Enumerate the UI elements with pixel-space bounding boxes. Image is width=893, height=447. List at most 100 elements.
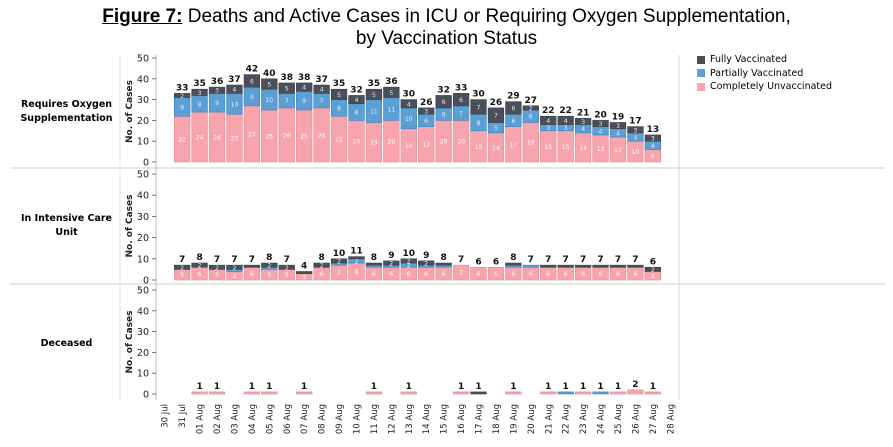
bar-total-label: 2 — [632, 380, 638, 390]
bar-total-label: 8 — [196, 253, 202, 263]
segment-value-label: 6 — [407, 271, 411, 278]
segment-value-label: 6 — [564, 271, 568, 278]
segment-value-label: 4 — [233, 87, 237, 94]
bar-total-label: 35 — [368, 79, 381, 89]
segment-value-label: 24 — [213, 135, 221, 142]
bar-segment-fully — [400, 99, 417, 109]
x-tick-label: 26 Aug — [631, 404, 641, 434]
segment-value-label: 20 — [440, 139, 448, 146]
segment-value-label: 17 — [510, 142, 518, 149]
bar-segment-unvacc — [452, 391, 470, 395]
segment-value-label: 6 — [616, 271, 620, 278]
bar-segment-fully — [348, 256, 365, 260]
bar-total-label: 7 — [284, 255, 290, 265]
segment-value-label: 6 — [529, 271, 533, 278]
bar-total-label: 37 — [315, 75, 328, 85]
segment-value-label: 8 — [198, 101, 202, 108]
bar-total-label: 30 — [403, 90, 416, 100]
bar-segment-unvacc — [644, 391, 661, 395]
segment-value-label: 4 — [651, 143, 655, 150]
bar-total-label: 1 — [545, 382, 551, 392]
segment-value-label: 4 — [616, 130, 620, 137]
bar-segment-partial — [557, 391, 574, 395]
segment-value-label: 9 — [302, 98, 306, 105]
bar-segment-fully — [470, 391, 487, 395]
segment-value-label: 2 — [233, 265, 237, 272]
segment-value-label: 2 — [529, 105, 533, 112]
x-tick-label: 13 Aug — [405, 404, 415, 434]
x-tick-label: 05 Aug — [265, 404, 275, 434]
x-tick-label: 15 Aug — [440, 404, 450, 434]
y-tick-label: 50 — [137, 54, 149, 65]
x-tick-label: 22 Aug — [562, 404, 572, 434]
bar-total-label: 7 — [563, 255, 569, 265]
bar-total-label: 6 — [650, 257, 656, 267]
bar-segment-unvacc — [627, 389, 644, 395]
bar-total-label: 1 — [458, 382, 464, 392]
segment-value-label: 3 — [599, 121, 603, 128]
bar-segment-fully — [627, 126, 644, 134]
y-tick-label: 20 — [137, 348, 149, 359]
segment-value-label: 7 — [477, 104, 481, 111]
bar-segment-fully — [278, 82, 295, 94]
x-tick-label: 10 Aug — [352, 404, 362, 434]
segment-value-label: 4 — [599, 128, 603, 135]
segment-value-label: 2 — [215, 265, 219, 272]
segment-value-label: 5 — [285, 86, 289, 93]
y-tick-label: 20 — [137, 116, 149, 127]
segment-value-label: 6 — [442, 271, 446, 278]
segment-value-label: 4 — [564, 118, 568, 125]
segment-value-label: 2 — [337, 258, 341, 265]
segment-value-label: 20 — [388, 139, 396, 146]
y-tick-label: 10 — [137, 369, 149, 380]
bar-total-label: 26 — [420, 98, 433, 108]
bar-segment-fully — [226, 264, 243, 270]
bar-segment-unvacc — [505, 391, 522, 395]
bar-total-label: 1 — [650, 382, 656, 392]
bar-segment-unvacc — [540, 391, 557, 395]
segment-value-label: 4 — [302, 85, 306, 92]
bar-segment-fully — [540, 115, 557, 125]
bar-total-label: 35 — [193, 79, 206, 89]
bar-segment-fully — [330, 88, 348, 100]
y-tick-label: 0 — [143, 276, 149, 287]
legend-label-unvacc: Completely Unvaccinated — [710, 81, 833, 93]
bar-segment-fully — [226, 84, 243, 94]
segment-value-label: 4 — [546, 118, 550, 125]
bar-segment-fully — [313, 262, 330, 268]
bar-segment-fully — [505, 101, 522, 115]
x-tick-label: 24 Aug — [597, 404, 607, 434]
segment-value-label: 2 — [267, 263, 271, 270]
segment-value-label: 3 — [198, 90, 202, 97]
x-tick-label: 08 Aug — [318, 404, 328, 434]
bar-total-label: 37 — [228, 75, 241, 85]
segment-value-label: 3 — [424, 109, 428, 116]
bar-total-label: 1 — [597, 382, 603, 392]
segment-value-label: 6 — [372, 271, 376, 278]
segment-value-label: 6 — [442, 99, 446, 106]
segment-value-label: 13 — [597, 146, 605, 153]
bar-segment-partial — [435, 264, 452, 268]
bar-total-label: 7 — [545, 255, 551, 265]
y-tick-label: 0 — [143, 390, 149, 401]
legend-item-unvacc: Completely Unvaccinated — [697, 80, 832, 94]
bar-segment-unvacc — [296, 391, 313, 395]
segment-value-label: 12 — [614, 147, 622, 154]
bar-segment-fully — [261, 78, 278, 90]
segment-value-label: 26 — [283, 132, 291, 139]
segment-value-label: 6 — [581, 271, 585, 278]
bar-segment-unvacc — [365, 391, 383, 395]
segment-value-label: 26 — [318, 132, 326, 139]
y-tick-label: 40 — [137, 191, 149, 202]
segment-value-label: 19 — [370, 140, 378, 147]
segment-value-label: 2 — [320, 263, 324, 270]
segment-value-label: 4 — [355, 97, 359, 104]
bar-total-label: 36 — [211, 77, 224, 87]
legend-item-partial: Partially Vaccinated — [697, 67, 832, 81]
bar-total-label: 8 — [318, 253, 324, 263]
bar-segment-fully — [557, 115, 574, 125]
segment-value-label: 3 — [302, 274, 306, 281]
x-tick-label: 01 Aug — [196, 404, 206, 434]
bar-segment-fully — [418, 260, 435, 266]
bar-segment-unvacc — [400, 391, 417, 395]
